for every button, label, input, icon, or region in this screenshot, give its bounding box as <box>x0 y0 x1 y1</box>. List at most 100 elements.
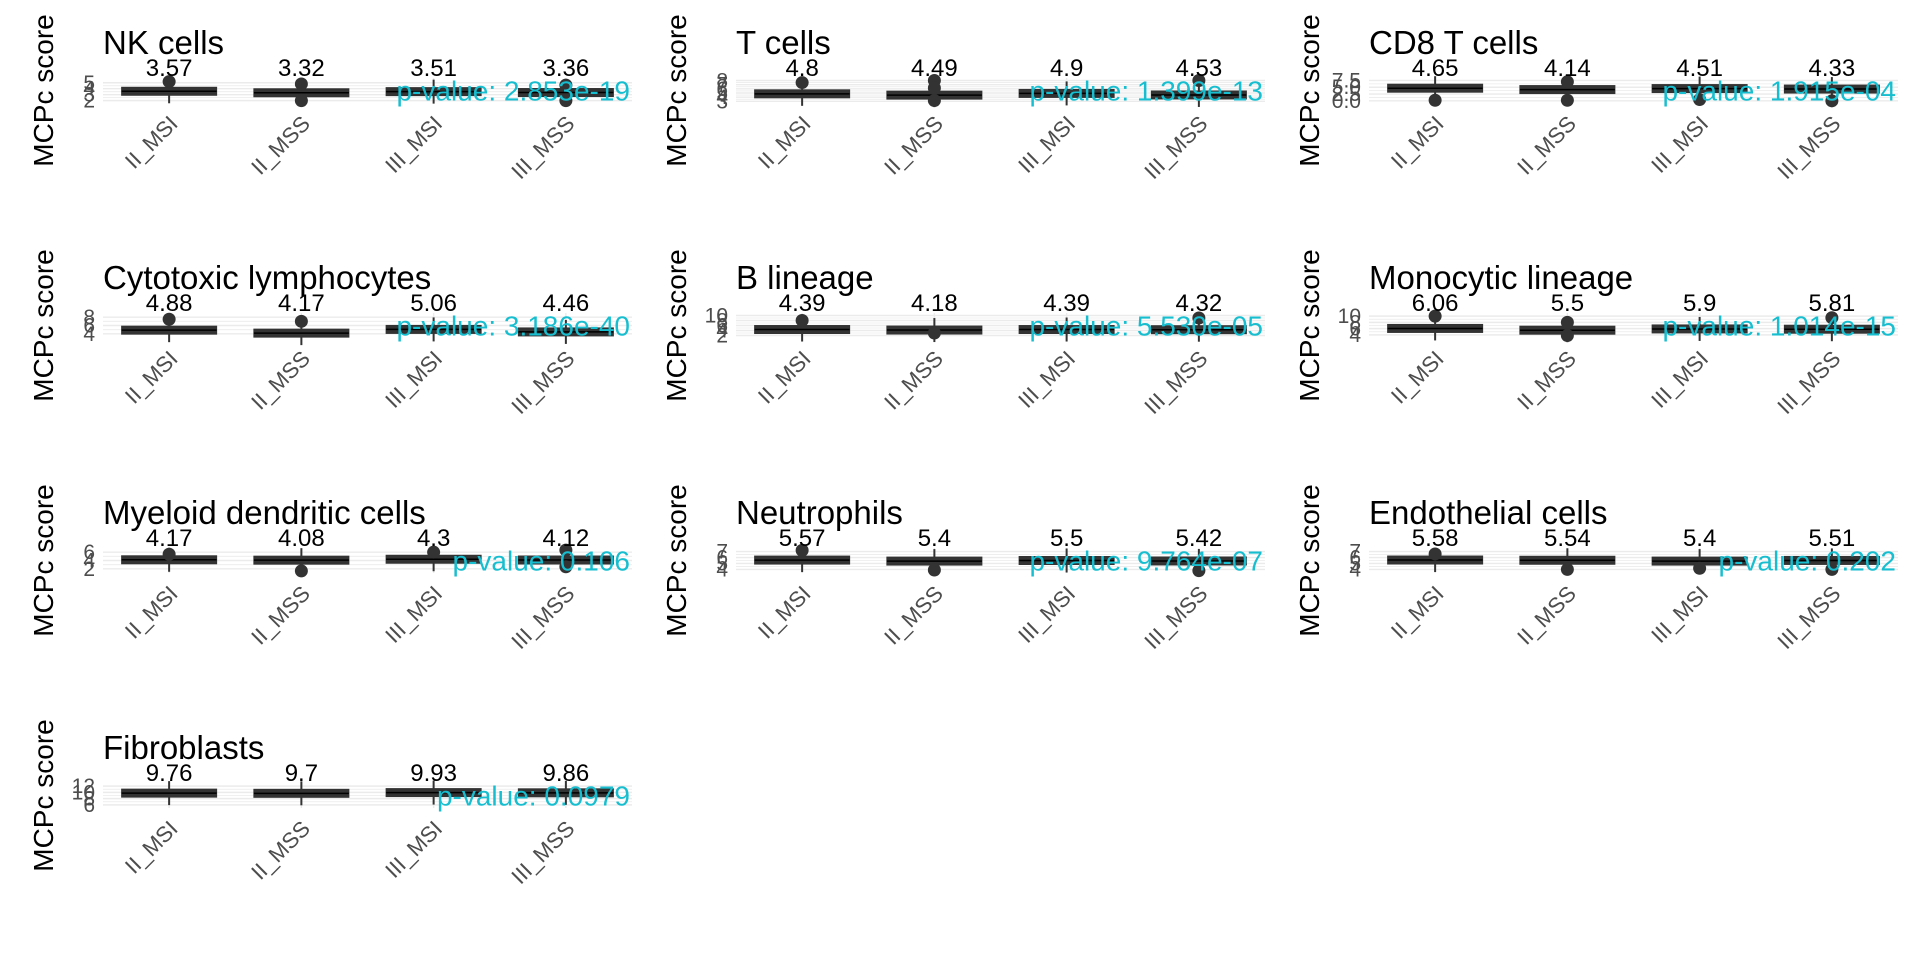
box-iii-msi <box>1651 316 1748 341</box>
x-tick-label: II_MSS <box>879 346 948 415</box>
box-ii-mss <box>253 77 350 108</box>
panel-title: Endothelial cells <box>1369 494 1607 531</box>
x-tick-label: II_MSI <box>120 581 183 644</box>
median-label: 5.4 <box>918 525 951 552</box>
box-iii-msi <box>385 545 482 572</box>
median-label: 3.57 <box>146 55 193 82</box>
x-tick-label: III_MSS <box>506 816 579 889</box>
median-label: 9.7 <box>285 760 318 787</box>
box-ii-mss <box>253 781 350 806</box>
chart-panel: Neutrophils MCPc score 4 5 6 7 5.57 II_MSI 5.4 II… <box>633 470 1265 700</box>
box-ii-mss <box>886 74 983 108</box>
box-iii-mss <box>1783 77 1880 108</box>
x-tick-label: II_MSI <box>1386 581 1449 644</box>
y-tick-label: 4 <box>1349 558 1361 581</box>
box-ii-msi <box>754 314 851 342</box>
outlier-point <box>1428 93 1442 107</box>
x-tick-label: III_MSI <box>1646 581 1713 648</box>
y-axis-label: MCPc score <box>1294 484 1325 636</box>
median-label: 4.53 <box>1176 55 1223 82</box>
box-iii-mss <box>1150 548 1247 578</box>
box-ii-mss <box>253 314 350 346</box>
outlier-point <box>1192 74 1206 87</box>
box-iii-mss <box>1150 311 1247 342</box>
x-tick-label: III_MSS <box>506 111 579 184</box>
chart-panel: Monocytic lineage MCPc score 4 6 8 10 6.06 II_M… <box>1266 235 1898 465</box>
box-ii-msi <box>121 75 218 104</box>
x-tick-label: II_MSS <box>1512 346 1581 415</box>
outlier-point <box>1192 564 1206 578</box>
x-tick-label: III_MSS <box>1139 346 1212 419</box>
median-label: 9.76 <box>146 760 193 787</box>
median-label: 5.54 <box>1544 525 1591 552</box>
box-iii-msi <box>385 79 482 104</box>
median-label: 5.4 <box>1683 525 1716 552</box>
outlier-point <box>559 78 573 92</box>
outlier-point <box>1428 309 1442 323</box>
x-tick-label: II_MSI <box>120 346 183 409</box>
box-ii-mss <box>253 548 350 578</box>
y-tick-label: 5 <box>716 552 728 575</box>
box-ii-mss <box>886 318 983 343</box>
y-tick-label: 7 <box>716 74 728 97</box>
median-label: 4.9 <box>1050 55 1083 82</box>
outlier-point <box>294 564 308 578</box>
outlier-point <box>795 314 809 327</box>
outlier-point <box>294 94 308 108</box>
median-label: 4.33 <box>1809 55 1856 82</box>
y-tick-label: 5 <box>716 82 728 105</box>
x-tick-label: II_MSS <box>246 816 315 885</box>
median-label: 5.58 <box>1412 525 1459 552</box>
median-label: 4.51 <box>1676 55 1723 82</box>
x-tick-label: III_MSS <box>1139 581 1212 654</box>
median-label: 4.18 <box>911 290 958 317</box>
x-tick-label: II_MSS <box>1512 581 1581 650</box>
y-tick-label: 2 <box>83 558 95 581</box>
x-tick-label: III_MSS <box>506 581 579 654</box>
p-value-label: p-value: 1.014e-15 <box>1662 311 1896 342</box>
box-ii-mss <box>1519 75 1616 107</box>
median-label: 4.49 <box>911 55 958 82</box>
median-label: 4.32 <box>1176 290 1223 317</box>
y-tick-label: 6 <box>716 547 728 570</box>
box-iii-mss <box>517 780 614 805</box>
box-ii-msi <box>1387 76 1484 107</box>
y-axis-label: MCPc score <box>1294 14 1325 166</box>
box-iii-msi <box>1018 317 1115 342</box>
median-label: 4.88 <box>146 290 193 317</box>
y-tick-label: 2 <box>716 325 728 348</box>
outlier-point <box>162 312 176 326</box>
box-ii-msi <box>121 781 218 806</box>
chart-panel: B lineage MCPc score 2 4 6 8 10 4.39 II_MSI 4.18 I… <box>633 235 1265 465</box>
box-iii-mss <box>517 319 614 344</box>
y-axis-label: MCPc score <box>28 14 59 166</box>
median-label: 5.51 <box>1809 525 1856 552</box>
box-iii-mss <box>1150 74 1247 107</box>
box-iii-mss <box>517 78 614 108</box>
box-iii-mss <box>1783 548 1880 576</box>
box-ii-msi <box>1387 547 1484 573</box>
p-value-label: p-value: 2.853e-19 <box>396 76 630 107</box>
median-label: 3.36 <box>543 55 590 82</box>
box-ii-msi <box>121 312 218 343</box>
p-value-label: p-value: 0.0979 <box>437 781 630 812</box>
chart-panel: Fibroblasts MCPc score 6 8 10 12 9.76 II_MSI 9.7… <box>0 705 632 935</box>
y-tick-label: 4 <box>83 550 95 573</box>
x-tick-label: III_MSI <box>1013 111 1080 178</box>
p-value-label: p-value: 3.186e-40 <box>396 311 630 342</box>
median-label: 4.65 <box>1412 55 1459 82</box>
p-value-label: p-value: 9.764e-07 <box>1029 546 1263 577</box>
y-axis-label: MCPc score <box>28 484 59 636</box>
box-iii-msi <box>1018 81 1115 106</box>
median-label: 4.46 <box>543 290 590 317</box>
y-tick-label: 3 <box>716 90 728 113</box>
x-tick-label: II_MSS <box>246 111 315 180</box>
y-tick-label: 7 <box>1349 541 1361 564</box>
y-tick-label: 12 <box>72 775 95 798</box>
median-label: 4.08 <box>278 525 325 552</box>
y-tick-label: 5 <box>83 72 95 95</box>
